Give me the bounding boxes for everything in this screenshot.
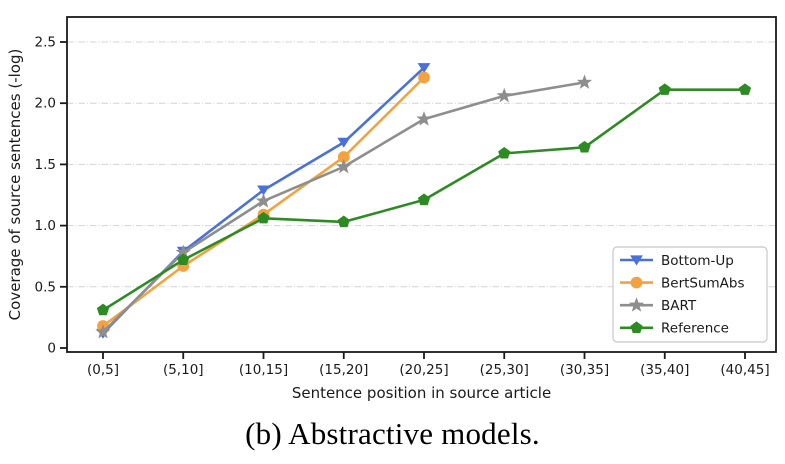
series-marker-reference [177, 253, 190, 266]
series-marker-bottom-up [417, 63, 431, 74]
x-tick-label: (0,5] [87, 362, 119, 378]
series-marker-reference [96, 303, 110, 316]
legend-box [612, 246, 768, 343]
x-tick-label: (25,30] [480, 362, 529, 378]
legend-label-reference: Reference [661, 321, 729, 337]
x-tick-label: (20,25] [399, 362, 448, 378]
series-marker-reference [498, 146, 511, 159]
line-chart: 0 0.5 1.0 1.5 2.0 2.5 (0,5] (5,10] (10,15] (15,20… [6, 16, 777, 402]
y-tick-label: 1.0 [35, 218, 56, 234]
figure-caption: (b) Abstractive models. [245, 416, 540, 451]
series-marker-bart [336, 158, 352, 174]
x-tick-label: (10,15] [239, 362, 288, 378]
series-marker-bart [255, 193, 272, 208]
y-tick-label: 2.0 [35, 96, 56, 112]
x-tick-label: (30,35] [560, 362, 609, 378]
legend-label-bottom-up: Bottom-Up [661, 253, 734, 269]
series-marker-bertsumabs [418, 71, 430, 84]
series-marker-bart [416, 111, 432, 126]
y-axis-title: Coverage of source sentences (-log) [6, 49, 24, 321]
x-tick-label: (40,45] [720, 362, 769, 378]
series-marker-bart [175, 244, 191, 259]
series-marker-bart [576, 74, 593, 89]
series-marker-reference [578, 140, 591, 153]
legend: Bottom-Up BertSumAbs BART Reference [612, 246, 768, 343]
legend-label-bart: BART [661, 298, 697, 314]
plot-border [66, 16, 777, 353]
legend-marker-reference [630, 321, 643, 333]
series-marker-bart [95, 324, 111, 339]
legend-label-bertsumabs: BertSumAbs [661, 275, 745, 291]
series-marker-reference [257, 211, 270, 224]
series-marker-bottom-up [257, 185, 270, 196]
y-tick-label: 2.5 [35, 35, 56, 51]
series-marker-reference [738, 83, 752, 95]
series-marker-bottom-up [337, 137, 351, 148]
y-tick-label: 0.5 [35, 279, 56, 295]
series-line-bart [101, 81, 586, 334]
series-marker-bart [496, 87, 512, 103]
x-tick-label: (35,40] [640, 362, 689, 378]
series-marker-reference [337, 215, 350, 228]
y-tick-label: 1.5 [35, 157, 56, 173]
series-marker-reference [417, 193, 431, 206]
x-tick-label: (15,20] [319, 362, 368, 378]
series-marker-reference [658, 83, 671, 95]
legend-marker-bart [628, 297, 645, 312]
legend-marker-bottom-up [630, 255, 643, 266]
x-axis-title: Sentence position in source article [292, 384, 551, 402]
legend-marker-bertsumabs [630, 276, 643, 289]
series-marker-bertsumabs [337, 151, 350, 163]
y-tick-label: 0 [47, 341, 56, 357]
x-tick-label: (5,10] [163, 362, 204, 378]
